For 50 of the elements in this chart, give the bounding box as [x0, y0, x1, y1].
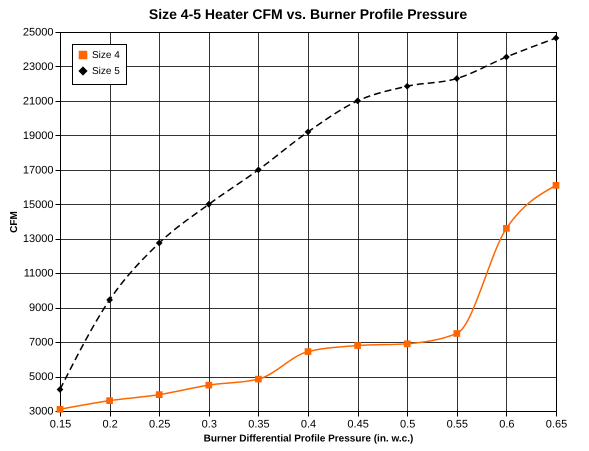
x-tick-label: 0.15	[50, 418, 72, 430]
point	[205, 200, 212, 208]
y-tick-label: 13000	[22, 233, 54, 246]
legend-label: Size 5	[92, 66, 120, 77]
x-tick-label: 0.4	[300, 418, 316, 430]
x-tick-label: 0.35	[248, 418, 270, 430]
y-tick-label: 17000	[22, 164, 54, 176]
x-tick-label: 0.5	[400, 418, 416, 430]
point	[354, 342, 361, 349]
point	[503, 54, 510, 60]
point	[503, 225, 510, 232]
point	[354, 98, 361, 104]
point	[106, 296, 113, 304]
y-tick-label: 9000	[29, 302, 54, 314]
point	[552, 34, 560, 42]
x-tick-label: 0.55	[446, 418, 468, 430]
y-tick-label: 25000	[22, 26, 54, 38]
point	[255, 376, 262, 382]
point	[156, 240, 163, 246]
y-tick-label: 15000	[22, 198, 54, 211]
chart-title: Size 4-5 Heater CFM vs. Burner Profile Pressure	[148, 6, 468, 22]
y-axis-title: CFM	[8, 211, 20, 233]
x-axis-title: Burner Differential Profile Pressure (in. w.c.)	[204, 434, 414, 444]
x-tick-label: 0.3	[202, 418, 217, 430]
y-tick-label: 21000	[22, 95, 54, 108]
y-tick-label: 5000	[29, 371, 54, 384]
point	[304, 348, 312, 355]
y-tick-label: 3000	[29, 406, 54, 418]
y-tick-label: 23000	[22, 60, 54, 73]
point	[255, 166, 262, 174]
point	[205, 382, 212, 389]
x-tick-label: 0.6	[499, 418, 515, 430]
y-tick-label: 19000	[22, 130, 54, 142]
legend-label: Size 4	[92, 50, 120, 61]
point	[404, 340, 411, 348]
point	[56, 406, 64, 413]
y-tick-label: 11000	[24, 268, 54, 280]
point	[156, 391, 163, 398]
x-tick-label: 0.25	[148, 418, 170, 430]
x-tick-label: 0.2	[102, 418, 118, 430]
point	[453, 330, 460, 337]
point	[404, 82, 411, 90]
point	[453, 75, 460, 82]
point	[106, 397, 113, 404]
point	[304, 128, 312, 136]
point	[552, 182, 560, 189]
y-tick-label: 7000	[29, 336, 54, 349]
x-tick-label: 0.45	[347, 418, 369, 430]
x-tick-label: 0.65	[546, 418, 568, 430]
point	[56, 386, 64, 393]
